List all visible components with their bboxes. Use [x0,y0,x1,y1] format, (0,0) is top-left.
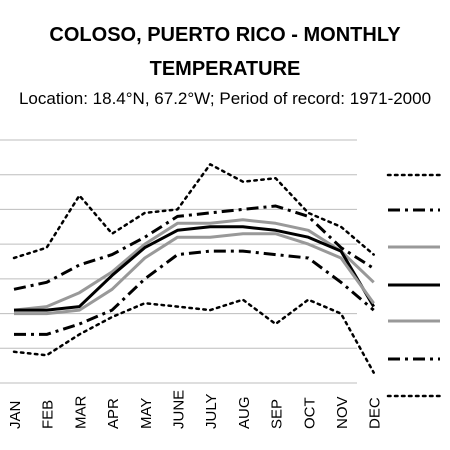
x-tick-label: JULY [203,393,220,429]
x-tick-label: JAN [7,401,24,429]
x-tick-label: JUNE [171,390,188,429]
x-tick-label: OCT [301,397,318,429]
x-tick-label: MAR [72,396,89,430]
x-tick-label: DEC [367,397,384,429]
series-line-1 [12,163,375,260]
x-axis-labels: JAN FEB MAR APR MAY JUNE JULY AUG SEP OCT NOV DEC [7,390,384,429]
gridlines [0,139,357,384]
x-tick-label: AUG [236,396,253,429]
series-line-3 [13,218,375,312]
x-tick-label: NOV [334,396,351,429]
series-line-6 [14,249,375,336]
x-tick-label: FEB [40,400,57,429]
x-tick-label: MAY [138,398,155,429]
x-tick-label: SEP [269,399,286,429]
chart-title-line-2: TEMPERATURE [149,58,301,80]
legend [386,173,442,398]
series-line-5 [14,232,375,316]
series-line-7 [12,298,375,374]
x-tick-label: APR [105,398,122,429]
series-line-4 [14,225,375,312]
chart-title-line-1: COLOSO, PUERTO RICO - MONTHLY [49,24,401,46]
series-lines [12,163,375,374]
chart-subtitle: Location: 18.4°N, 67.2°W; Period of reco… [18,89,432,108]
